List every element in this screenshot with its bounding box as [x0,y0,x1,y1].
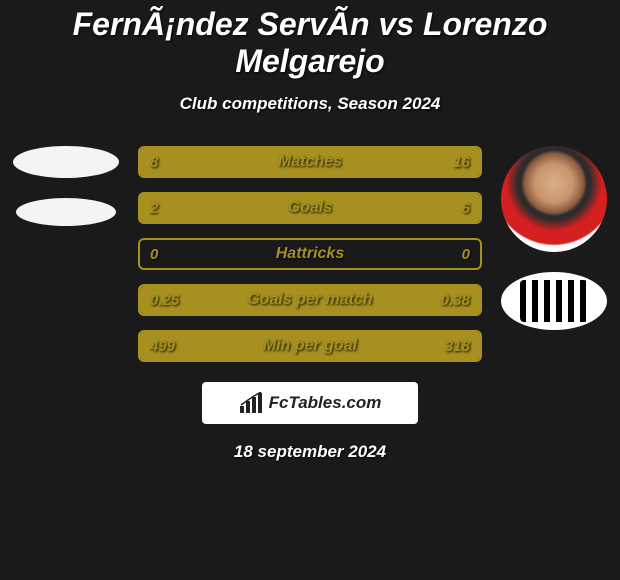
right-player-column [494,146,614,330]
page-title: FernÃ¡ndez ServÃ­n vs Lorenzo Melgarejo [0,0,620,80]
player-right-club-logo [501,272,607,330]
bar-label: Goals [140,194,480,222]
bar-label: Goals per match [140,286,480,314]
branding-text: FcTables.com [269,393,382,413]
left-player-column [6,146,126,226]
bars-container: 816Matches 26Goals 00Hattricks 0.250.38Goal… [138,146,482,362]
date-text: 18 september 2024 [0,442,620,462]
bar-label: Min per goal [140,332,480,360]
stat-bar: 0.250.38Goals per match [138,284,482,316]
stat-bar: 26Goals [138,192,482,224]
comparison-chart: 816Matches 26Goals 00Hattricks 0.250.38Goal… [0,146,620,362]
player-right-avatar [501,146,607,252]
subtitle: Club competitions, Season 2024 [0,94,620,114]
chart-icon [239,392,265,414]
stat-bar: 816Matches [138,146,482,178]
branding-box: FcTables.com [202,382,418,424]
stat-bar: 499318Min per goal [138,330,482,362]
player-left-club-logo [16,198,116,226]
club-logo-stripes [520,280,588,322]
bar-label: Matches [140,148,480,176]
stat-bar: 00Hattricks [138,238,482,270]
bar-label: Hattricks [140,240,480,268]
player-left-avatar [13,146,119,178]
